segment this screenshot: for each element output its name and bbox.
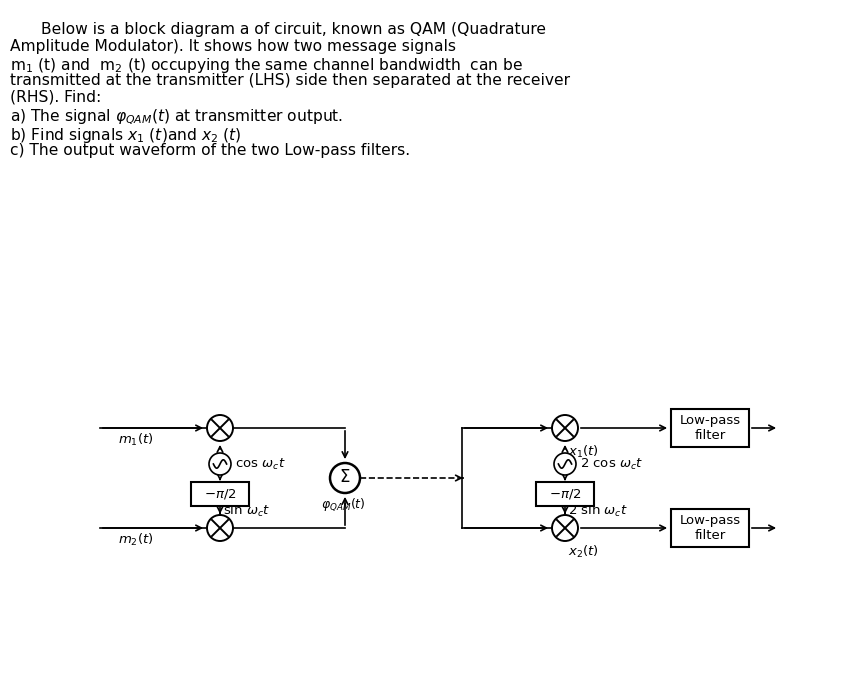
Circle shape xyxy=(551,415,577,441)
Text: $-\pi/2$: $-\pi/2$ xyxy=(548,487,580,501)
Text: transmitted at the transmitter (LHS) side then separated at the receiver: transmitted at the transmitter (LHS) sid… xyxy=(10,73,570,88)
Circle shape xyxy=(554,453,575,475)
Text: Below is a block diagram a of circuit, known as QAM (Quadrature: Below is a block diagram a of circuit, k… xyxy=(41,22,545,37)
Text: Low-pass
filter: Low-pass filter xyxy=(679,414,740,442)
Text: 2 sin $\omega_c t$: 2 sin $\omega_c t$ xyxy=(567,502,627,518)
Text: c) The output waveform of the two Low-pass filters.: c) The output waveform of the two Low-pa… xyxy=(10,143,410,158)
Circle shape xyxy=(206,515,233,541)
Bar xyxy=(536,482,594,506)
Text: $\Sigma$: $\Sigma$ xyxy=(339,468,351,487)
Text: b) Find signals $x_1$ $(t)$and $x_2$ $(t)$: b) Find signals $x_1$ $(t)$and $x_2$ $(t… xyxy=(10,126,241,145)
Bar xyxy=(191,482,249,506)
Circle shape xyxy=(551,515,577,541)
Text: $-\pi/2$: $-\pi/2$ xyxy=(204,487,235,501)
Bar xyxy=(670,509,748,547)
Text: (RHS). Find:: (RHS). Find: xyxy=(10,90,102,105)
Circle shape xyxy=(206,415,233,441)
Text: cos $\omega_c t$: cos $\omega_c t$ xyxy=(235,456,285,472)
Text: $x_1(t)$: $x_1(t)$ xyxy=(567,444,598,460)
Bar xyxy=(670,409,748,447)
Text: $m_2(t)$: $m_2(t)$ xyxy=(118,532,154,548)
Text: $\varphi_{QAM}(t)$: $\varphi_{QAM}(t)$ xyxy=(321,496,365,512)
Text: a) The signal $\varphi_{QAM}$$(t)$ at transmitter output.: a) The signal $\varphi_{QAM}$$(t)$ at tr… xyxy=(10,108,343,128)
Text: 2 cos $\omega_c t$: 2 cos $\omega_c t$ xyxy=(579,456,642,472)
Circle shape xyxy=(329,463,360,493)
Circle shape xyxy=(209,453,230,475)
Text: sin $\omega_c t$: sin $\omega_c t$ xyxy=(223,502,270,518)
Text: m$_1$ (t) and  m$_2$ (t) occupying the same channel bandwidth  can be: m$_1$ (t) and m$_2$ (t) occupying the sa… xyxy=(10,56,523,75)
Text: $m_1(t)$: $m_1(t)$ xyxy=(118,432,154,448)
Text: Low-pass
filter: Low-pass filter xyxy=(679,514,740,542)
Text: $x_2(t)$: $x_2(t)$ xyxy=(567,544,598,560)
Text: Amplitude Modulator). It shows how two message signals: Amplitude Modulator). It shows how two m… xyxy=(10,39,456,54)
